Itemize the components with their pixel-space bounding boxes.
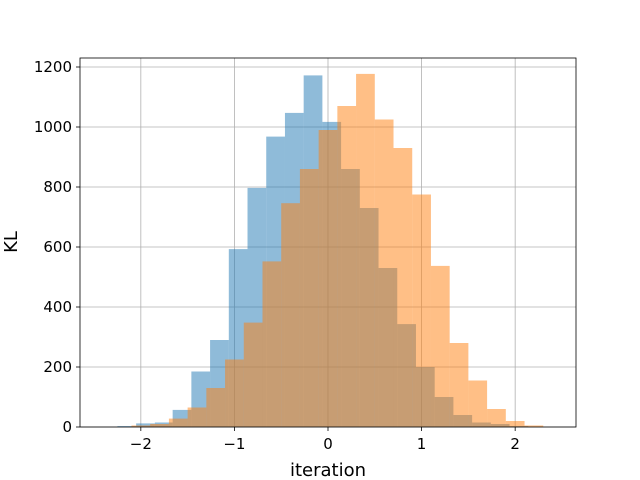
histogram-bars [117, 73, 544, 428]
x-tick-label: 1 [417, 435, 427, 453]
y-tick-label: 1000 [34, 118, 72, 136]
histogram-bar-series-2 [524, 425, 544, 427]
histogram-bar-series-1 [117, 426, 137, 427]
y-tick-label: 0 [62, 418, 72, 436]
histogram-bar-series-2 [243, 322, 263, 427]
histogram-bar-series-2 [505, 421, 525, 427]
histogram-bar-series-2 [337, 106, 357, 427]
y-tick-label: 600 [43, 238, 72, 256]
histogram-bar-series-2 [150, 424, 169, 427]
x-axis-label: iteration [290, 460, 366, 480]
x-tick-label: −1 [223, 435, 245, 453]
histogram-bar-series-2 [468, 380, 488, 427]
histogram-bar-series-2 [356, 73, 375, 428]
histogram-bar-series-2 [206, 388, 226, 427]
histogram-bar-series-2 [412, 194, 431, 427]
y-tick-label: 400 [43, 298, 72, 316]
histogram-bar-series-2 [225, 359, 244, 427]
x-tick-label: −2 [130, 435, 152, 453]
histogram-bar-series-2 [168, 418, 188, 427]
histogram-bar-series-2 [299, 169, 319, 427]
histogram-bar-series-2 [487, 409, 506, 427]
y-tick-label: 800 [43, 178, 72, 196]
histogram-bar-series-2 [374, 119, 394, 427]
histogram-bar-series-2 [393, 148, 413, 427]
y-tick-label: 200 [43, 358, 72, 376]
histogram-bar-series-1 [136, 423, 155, 427]
histogram-bar-series-2 [449, 343, 469, 427]
y-tick-label: 1200 [34, 58, 72, 76]
x-tick-label: 2 [510, 435, 520, 453]
histogram-bar-series-2 [318, 130, 338, 427]
histogram-bar-series-2 [262, 261, 282, 427]
histogram-bar-series-2 [281, 203, 300, 427]
x-tick-label: 0 [323, 435, 333, 453]
y-axis-label: KL [1, 231, 22, 253]
histogram-bar-series-2 [430, 265, 450, 427]
histogram-bar-series-2 [131, 425, 151, 427]
axis-ticks: −2 −1 0 1 2 0 200 400 600 800 1000 1200 [34, 58, 520, 453]
histogram-bar-series-2 [187, 407, 207, 427]
